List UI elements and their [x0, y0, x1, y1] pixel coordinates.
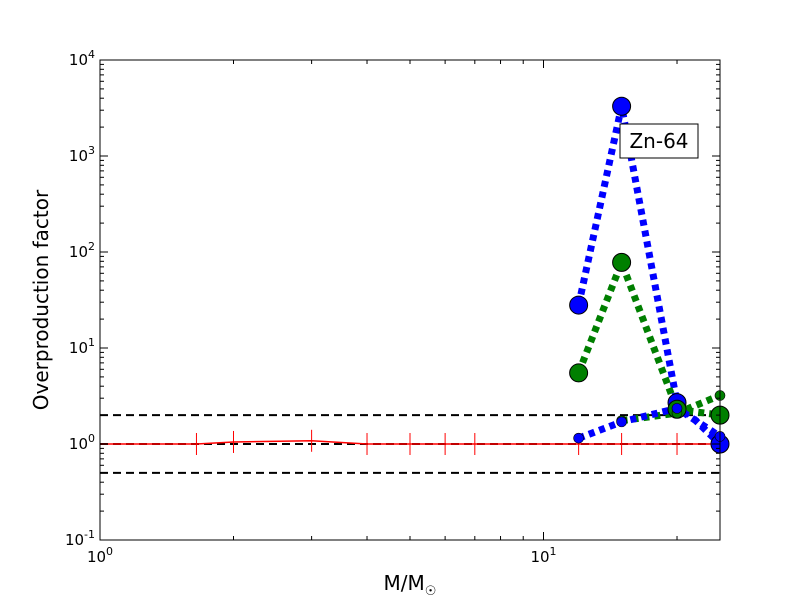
x-axis-label-main: M/M — [384, 571, 425, 595]
y-axis-label: Overproduction factor — [29, 189, 53, 410]
y-tick-label: 101 — [69, 336, 95, 357]
series-2-point — [569, 363, 589, 383]
series-1-point — [612, 96, 632, 116]
x-axis-label: M/M☉ — [384, 571, 437, 599]
annotation-box: Zn-64 — [619, 123, 699, 159]
series-line-4 — [577, 404, 720, 442]
series-2-point — [612, 252, 632, 272]
y-tick-label: 103 — [69, 144, 95, 165]
series-line-0 — [100, 440, 720, 445]
y-tick-label: 102 — [69, 240, 95, 261]
x-tick-label: 101 — [530, 545, 556, 566]
x-axis-label-sub: ☉ — [425, 584, 437, 599]
x-tick-label: 100 — [87, 545, 113, 566]
series-line-2 — [575, 252, 720, 419]
series-line-1 — [575, 105, 720, 447]
y-tick-label: 104 — [69, 48, 95, 69]
annotation-label: Zn-64 — [629, 129, 688, 153]
series-4-point — [671, 403, 683, 414]
series-4-point — [573, 432, 584, 444]
y-tick-label: 10-1 — [65, 528, 95, 549]
series-4-point — [616, 416, 627, 428]
y-tick-label: 100 — [69, 432, 95, 453]
series-1-point — [569, 295, 589, 315]
